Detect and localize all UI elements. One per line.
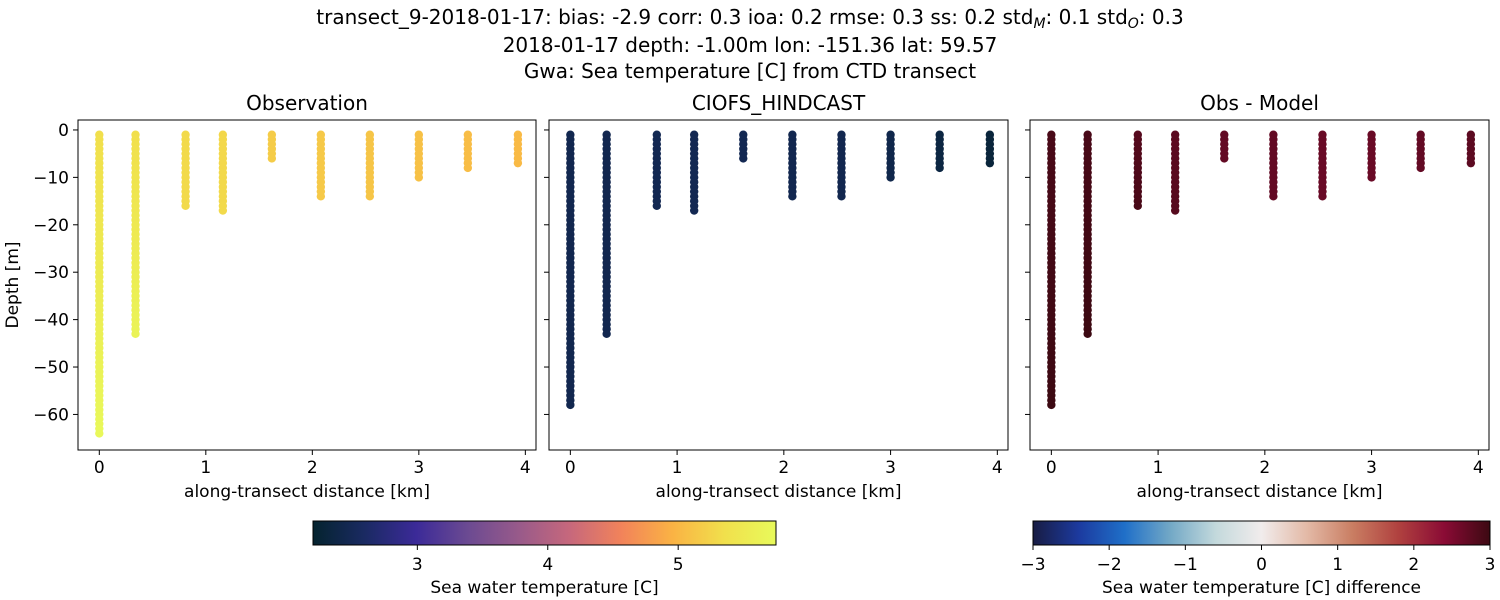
x-tick-label: 3	[885, 458, 896, 478]
x-tick-label: 0	[1046, 458, 1057, 478]
title-std-m-value: : 0.1 std	[1046, 5, 1128, 29]
figure-title-line3: Gwa: Sea temperature [C] from CTD transe…	[524, 59, 976, 83]
title-std-o-value: : 0.3	[1139, 5, 1184, 29]
data-point	[95, 429, 104, 438]
title-std-o-sub: O	[1128, 16, 1139, 32]
data-point	[935, 163, 944, 173]
y-tick-label: −40	[33, 311, 69, 331]
data-point	[602, 329, 611, 339]
title-std-m-sub: M	[1033, 16, 1045, 32]
axes-frame	[1029, 119, 1490, 451]
colorbar-frame	[312, 520, 777, 546]
data-point	[218, 206, 228, 215]
y-tick-label: −60	[33, 405, 69, 425]
data-point	[181, 201, 190, 211]
data-point	[131, 329, 140, 339]
colorbar-tick-label: 3	[1485, 555, 1496, 575]
data-point	[1170, 206, 1180, 215]
panel-title: Observation	[246, 91, 368, 115]
data-point	[1047, 400, 1056, 410]
data-point	[689, 206, 699, 215]
colorbar-tick-label: 5	[673, 555, 684, 575]
figure-title-line1: transect_9-2018-01-17: bias: -2.9 corr: …	[316, 5, 1183, 32]
data-point	[1466, 158, 1476, 168]
difference-colorbar: −3 −2 −1 0 1 2 3 Sea water temperature [C] diff…	[1020, 520, 1496, 598]
data-point	[1220, 154, 1229, 163]
colorbar-tick-label: 1	[1332, 555, 1343, 575]
data-point	[788, 192, 797, 201]
colorbar-label: Sea water temperature [C] difference	[1102, 578, 1421, 598]
colorbar-tick-label: 2	[1408, 555, 1419, 575]
x-axis-label: along-transect distance [km]	[656, 482, 902, 502]
x-axis-label: along-transect distance [km]	[184, 482, 430, 502]
model-panel: 0 1 2 3 4 CIOFS_HINDCAST along-transect distan…	[544, 91, 1009, 502]
colorbar-tick-label: −2	[1097, 555, 1122, 575]
x-tick-label: 1	[1153, 458, 1164, 478]
data-point	[1416, 163, 1425, 173]
data-point	[316, 192, 326, 201]
data-point	[985, 158, 995, 168]
x-tick-label: 0	[94, 458, 105, 478]
colorbar-gradient	[1033, 521, 1490, 545]
data-point	[1269, 192, 1278, 201]
data-point	[566, 400, 575, 410]
x-axis-label: along-transect distance [km]	[1137, 482, 1383, 502]
panel-title: Obs - Model	[1200, 91, 1319, 115]
colorbar-tick-label: 3	[412, 555, 423, 575]
observation-panel: 0 1 2 3 4 0 −10 −20 −30 −40 −50 −60 Observation along…	[3, 91, 537, 502]
data-point	[414, 173, 424, 182]
data-point	[267, 154, 277, 163]
data-point	[886, 173, 895, 182]
x-tick-label: 4	[1473, 458, 1484, 478]
x-tick-label: 4	[520, 458, 531, 478]
y-tick-label: −20	[33, 216, 69, 236]
colorbar-tick-label: −3	[1020, 555, 1045, 575]
colorbar-tick-label: 4	[542, 555, 553, 575]
figure-title-line2: 2018-01-17 depth: -1.00m lon: -151.36 la…	[503, 33, 998, 57]
y-tick-label: 0	[58, 121, 69, 141]
x-tick-label: 3	[1366, 458, 1377, 478]
x-tick-label: 3	[413, 458, 424, 478]
axes-frame	[548, 119, 1009, 451]
title-stats: transect_9-2018-01-17: bias: -2.9 corr: …	[316, 5, 1033, 29]
data-point	[652, 201, 662, 211]
x-tick-label: 4	[992, 458, 1003, 478]
difference-panel: 0 1 2 3 4 Obs - Model along-transect distance …	[1025, 91, 1490, 502]
colorbar-tick-label: −1	[1173, 555, 1198, 575]
x-tick-label: 2	[778, 458, 789, 478]
colorbar-label: Sea water temperature [C]	[430, 578, 658, 598]
data-point	[739, 154, 748, 163]
data-point	[837, 192, 846, 201]
data-point	[463, 163, 473, 173]
y-axis-label: Depth [m]	[3, 241, 23, 328]
colorbar-tick-label: 0	[1256, 555, 1267, 575]
data-point	[1133, 201, 1143, 211]
data-point	[1083, 329, 1092, 339]
colorbar-gradient	[313, 521, 776, 545]
x-tick-label: 2	[1259, 458, 1270, 478]
y-tick-label: −30	[33, 263, 69, 283]
data-point	[1367, 173, 1376, 182]
axes-frame	[77, 119, 537, 451]
x-tick-label: 2	[307, 458, 318, 478]
y-tick-label: −10	[33, 168, 69, 188]
data-point	[1318, 192, 1327, 201]
panel-title: CIOFS_HINDCAST	[692, 91, 866, 115]
x-tick-label: 1	[672, 458, 683, 478]
x-tick-label: 1	[200, 458, 211, 478]
x-tick-label: 0	[565, 458, 576, 478]
data-point	[513, 158, 523, 168]
data-point	[365, 192, 375, 201]
temperature-colorbar: 3 4 5 Sea water temperature [C]	[312, 520, 777, 598]
y-tick-label: −50	[33, 358, 69, 378]
